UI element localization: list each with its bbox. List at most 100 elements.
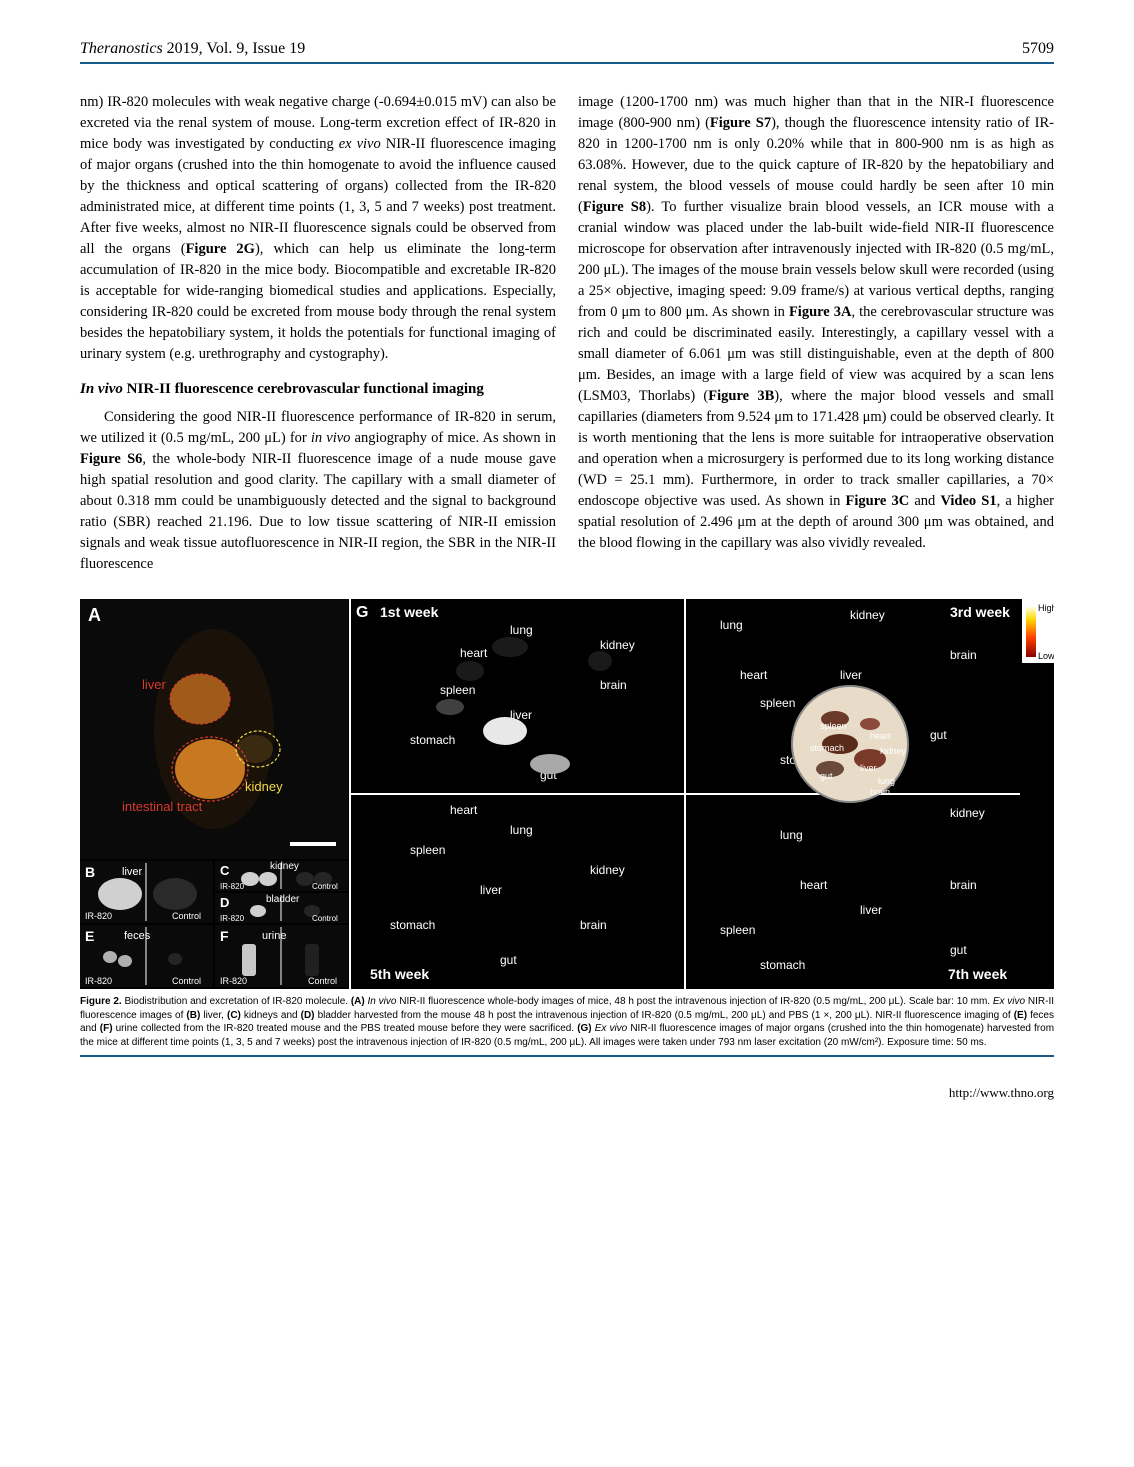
panel-e-control: Control: [172, 976, 201, 986]
journal-volume: Vol. 9: [206, 40, 244, 57]
text-run: ), which can help us eliminate the long-…: [80, 241, 556, 362]
figure-ref: Figure S7: [710, 115, 771, 131]
organ-label: heart: [460, 646, 488, 660]
organ-label: liver: [860, 903, 882, 917]
panel-b-ir820: IR-820: [85, 911, 112, 921]
figure-ref: Figure S8: [583, 199, 646, 215]
text-run: ), where the major blood vessels and sma…: [578, 388, 1054, 509]
caption-text: Biodistribution and excretation of IR-82…: [122, 996, 351, 1007]
organ-label: spleen: [760, 696, 795, 710]
caption-panel-label: (G): [577, 1023, 591, 1034]
text-run: and: [909, 493, 940, 509]
organ-label: lung: [510, 623, 533, 637]
organ-label: gut: [500, 953, 517, 967]
panel-e-organ: feces: [124, 930, 151, 942]
section-heading: In vivo NIR-II fluorescence cerebrovascu…: [80, 379, 556, 401]
caption-text: urine collected from the IR-820 treated …: [113, 1023, 578, 1034]
panel-f-label: F: [220, 928, 229, 944]
panel-e-label: E: [85, 928, 94, 944]
colorbar-high-label: High: [1038, 603, 1054, 613]
para-col1-2: Considering the good NIR-II fluorescence…: [80, 407, 556, 575]
panel-a-label: A: [88, 605, 101, 625]
figure-ref: Figure S6: [80, 451, 142, 467]
panel-a-kidney: kidney: [245, 779, 283, 794]
organ-label: brain: [870, 787, 890, 797]
text-run: NIR-II fluorescence imaging of major org…: [80, 136, 556, 257]
panel-g-label: G: [356, 604, 368, 621]
caption-panel-label: (F): [100, 1023, 113, 1034]
organ-label: liver: [480, 883, 502, 897]
panel-a-liver: liver: [142, 677, 167, 692]
caption-text: liver,: [200, 1010, 227, 1021]
organ-label: lung: [780, 828, 803, 842]
panel-c-label: C: [220, 863, 230, 878]
text-italic: in vivo: [311, 430, 351, 446]
panel-b: B liver IR-820 Control: [80, 861, 213, 923]
organ-label: heart: [800, 878, 828, 892]
organ-label: gut: [820, 771, 833, 781]
organ-label: heart: [870, 731, 891, 741]
text-run: , the whole-body NIR-II fluorescence ima…: [80, 451, 556, 572]
organ-label: stomach: [810, 743, 844, 753]
organ-label: kidney: [880, 746, 907, 756]
page-number: 5709: [1022, 40, 1054, 58]
text-run: angiography of mice. As shown in: [350, 430, 556, 446]
page-header: Theranostics 2019, Vol. 9, Issue 19 5709: [80, 40, 1054, 64]
organ-label: lung: [878, 776, 895, 786]
panel-f-ir820: IR-820: [220, 976, 247, 986]
panel-g-week7: 7th week: [948, 966, 1007, 982]
organ-label: kidney: [850, 608, 885, 622]
caption-lead: Figure 2.: [80, 996, 122, 1007]
organ-label: heart: [740, 668, 768, 682]
journal-year: 2019: [167, 40, 199, 57]
figure-2: A liver intestinal tract kidney B liver …: [80, 599, 1054, 1057]
organ-label: lung: [720, 618, 743, 632]
panel-g-week1: 1st week: [380, 604, 439, 620]
panel-b-label: B: [85, 864, 95, 880]
caption-italic: In vivo: [368, 996, 397, 1007]
panel-d-organ: bladder: [266, 894, 300, 905]
figure-2-caption: Figure 2. Biodistribution and excretatio…: [80, 995, 1054, 1057]
panel-e: E feces IR-820 Control: [80, 925, 213, 987]
organ-label: stomach: [410, 733, 455, 747]
panel-c-ir820: IR-820: [220, 882, 245, 891]
page-footer: http://www.thno.org: [80, 1085, 1054, 1101]
journal-name: Theranostics: [80, 40, 163, 57]
panel-c-organ: kidney: [270, 861, 299, 872]
organ-label: brain: [600, 678, 627, 692]
organ-label: spleen: [440, 683, 475, 697]
heading-text: NIR-II fluorescence cerebrovascular func…: [123, 381, 484, 397]
footer-url: http://www.thno.org: [949, 1085, 1054, 1100]
panel-g-week5: 5th week: [370, 966, 429, 982]
organ-label: spleen: [720, 923, 755, 937]
caption-italic: Ex vivo: [993, 996, 1025, 1007]
figure-ref: Figure 3A: [789, 304, 852, 320]
para-col2-1: image (1200-1700 nm) was much higher tha…: [578, 92, 1054, 554]
organ-label: stomach: [760, 958, 805, 972]
figure-ref: Figure 2G: [186, 241, 255, 257]
body-text-columns: nm) IR-820 molecules with weak negative …: [80, 92, 1054, 575]
organ-label: kidney: [600, 638, 635, 652]
caption-text: bladder harvested from the mouse 48 h po…: [315, 1010, 1014, 1021]
caption-panel-label: (A): [351, 996, 365, 1007]
organ-label: liver: [860, 763, 877, 773]
organ-label: stomach: [390, 918, 435, 932]
organ-label: gut: [950, 943, 967, 957]
panel-b-control: Control: [172, 911, 201, 921]
organ-label: kidney: [950, 806, 985, 820]
figure-2-image: A liver intestinal tract kidney B liver …: [80, 599, 1054, 989]
caption-panel-label: (D): [301, 1010, 315, 1021]
panel-b-organ: liver: [122, 866, 143, 878]
organ-label: gut: [930, 728, 947, 742]
journal-info: Theranostics 2019, Vol. 9, Issue 19: [80, 40, 305, 58]
para-col1-1: nm) IR-820 molecules with weak negative …: [80, 92, 556, 365]
organ-label: lung: [510, 823, 533, 837]
organ-label: liver: [840, 668, 862, 682]
caption-panel-label: (B): [186, 1010, 200, 1021]
panel-f-organ: urine: [262, 930, 286, 942]
panel-c-control: Control: [312, 882, 338, 891]
panel-d: D bladder IR-820 Control: [215, 893, 348, 923]
organ-label: brain: [950, 878, 977, 892]
caption-panel-label: (E): [1014, 1010, 1027, 1021]
panel-a-intestinal: intestinal tract: [122, 799, 203, 814]
